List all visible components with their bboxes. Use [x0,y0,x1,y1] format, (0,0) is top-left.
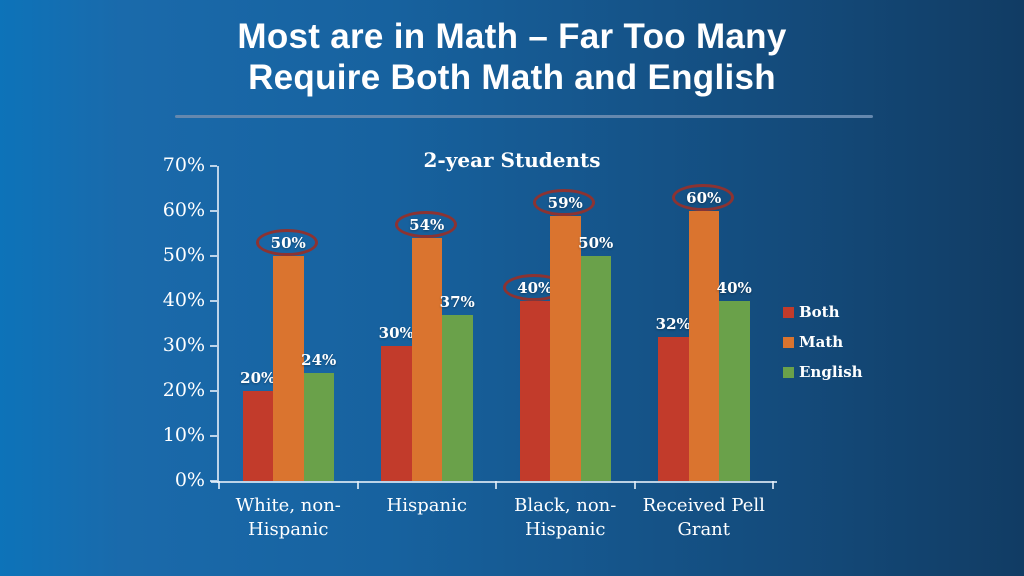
bar-both-3 [519,301,550,481]
y-axis-tick-label: 0% [174,469,205,491]
annotation-circle [256,229,319,256]
bar-math-1 [273,256,304,481]
bar-english-1 [303,373,334,481]
y-axis-tick-label: 60% [162,199,205,221]
bar-both-4 [658,337,689,481]
legend-item-both: Both [783,303,863,321]
chart-title: 2-year Students [423,148,601,172]
chart-legend: Both Math English [783,303,863,381]
y-axis-tick [210,165,217,167]
bar-math-2 [411,238,442,481]
category-label: Hispanic [386,495,467,516]
bar-value-label: 24% [301,351,337,369]
bar-value-label: 50% [578,234,614,252]
x-axis-line [211,481,777,483]
y-axis-tick [210,345,217,347]
bar-english-4 [719,301,750,481]
title-divider [175,115,873,118]
bar-math-4 [688,211,719,481]
x-axis-tick [495,481,497,489]
bar-both-1 [242,391,273,481]
y-axis-tick-label: 30% [162,334,205,356]
y-axis-tick-label: 10% [162,424,205,446]
legend-item-english: English [783,363,863,381]
bar-both-2 [381,346,412,481]
legend-label: English [799,363,863,381]
y-axis-tick-label: 20% [162,379,205,401]
legend-swatch-english [783,366,794,378]
y-axis-tick-label: 50% [162,244,205,266]
slide-title-line1: Most are in Math – Far Too Many [237,17,787,56]
x-axis-tick [772,481,774,489]
legend-swatch-both [783,306,794,318]
category-label: Black, non-Hispanic [514,495,617,540]
bar-english-3 [580,256,611,481]
slide-title-line2: Require Both Math and English [248,58,776,97]
x-axis-tick [356,481,359,489]
x-axis-tick [633,481,636,489]
y-axis-tick [210,435,217,437]
x-axis-tick [218,481,220,489]
bar-english-2 [442,314,473,481]
y-axis-tick [210,255,217,257]
bar-value-label: 20% [240,369,276,387]
annotation-circle [671,184,734,211]
bar-value-label: 40% [716,279,752,297]
category-label: Received Pell Grant [642,495,765,540]
annotation-circle [394,211,457,238]
legend-item-math: Math [783,333,863,351]
y-axis-tick [210,480,217,482]
y-axis-tick-label: 70% [162,154,205,176]
bar-math-3 [550,215,581,481]
bar-value-label: 30% [378,324,414,342]
legend-label: Both [799,303,840,321]
annotation-circle [533,188,596,216]
y-axis-line [217,166,219,483]
y-axis-tick [210,300,217,302]
slide-title: Most are in Math – Far Too Many Require … [0,16,1024,98]
bar-value-label: 37% [439,292,475,311]
legend-label: Math [799,333,844,351]
bar-value-label: 32% [655,315,691,333]
y-axis-tick-label: 40% [162,289,205,311]
y-axis-tick [210,390,217,392]
legend-swatch-math [783,336,794,348]
y-axis-tick [210,210,217,212]
category-label: White, non-Hispanic [235,495,341,540]
